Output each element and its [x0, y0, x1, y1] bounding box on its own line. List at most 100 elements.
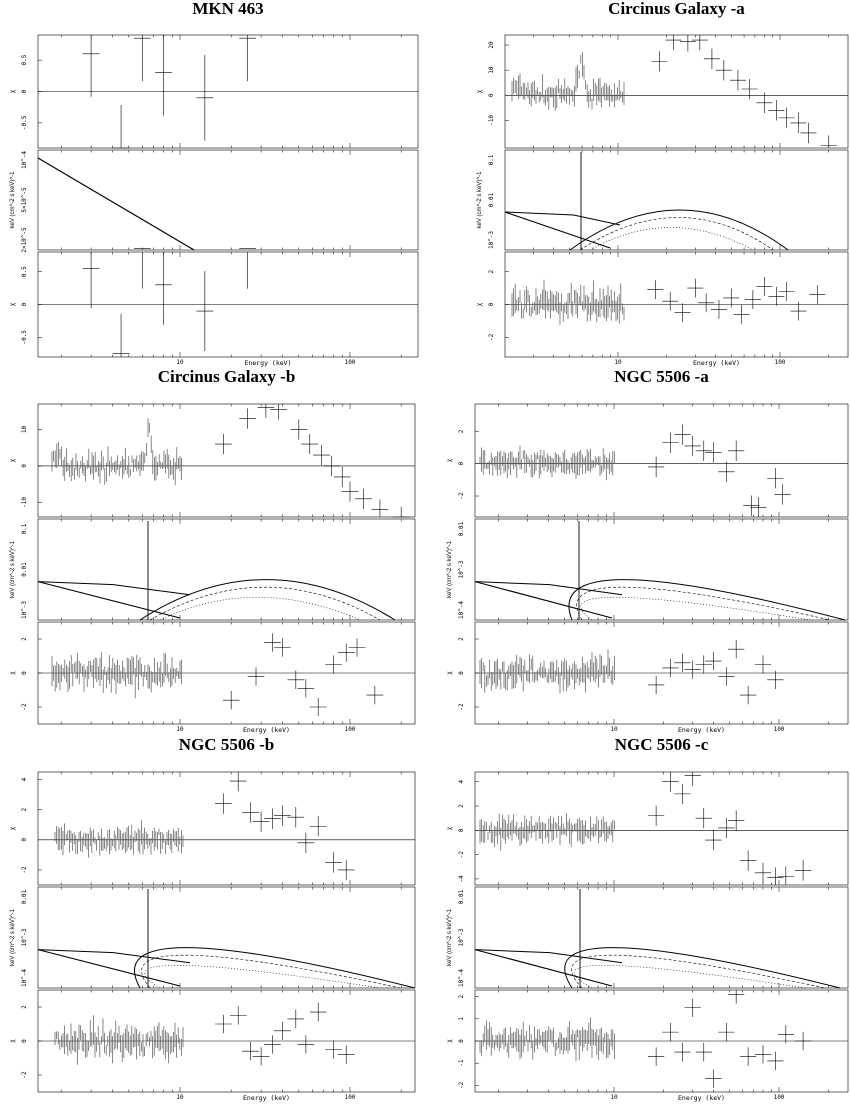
y-axis-label: χ: [10, 1039, 16, 1043]
data-point: [647, 280, 664, 300]
data-point: [247, 667, 265, 686]
data-point: [684, 772, 701, 786]
data-point: [239, 408, 257, 429]
data-point: [728, 810, 745, 831]
y-tick-label: -2: [458, 851, 465, 859]
y-tick-label: 0: [458, 671, 465, 675]
data-point: [715, 59, 732, 81]
model-total-curve: [568, 579, 846, 621]
y-axis-label: keV (cm^-2 s keV)^-1: [10, 908, 16, 966]
data-point: [348, 638, 366, 657]
model-total-curve: [134, 947, 416, 989]
y-tick-label: 0.01: [21, 562, 28, 577]
x-tick-label: 10: [176, 359, 184, 366]
y-tick-label: 0: [488, 302, 495, 306]
y-tick-label: 0: [21, 89, 28, 93]
data-point: [325, 655, 342, 674]
chart-title: MKN 463: [192, 0, 263, 18]
data-point: [133, 248, 151, 289]
data-point: [800, 122, 817, 144]
data-point: [756, 92, 773, 113]
data-point: [695, 655, 712, 674]
model-soft-powerlaw: [37, 581, 181, 619]
y-tick-label: 10: [488, 66, 495, 74]
y-tick-label: 2: [458, 804, 465, 808]
y-tick-label: 10^-4: [21, 969, 28, 987]
data-point: [733, 304, 750, 324]
data-point: [691, 35, 708, 51]
data-point: [767, 1051, 784, 1071]
data-point: [705, 829, 722, 851]
y-axis-label: keV (cm^-2 s keV)^-1: [477, 171, 483, 229]
data-point: [684, 998, 701, 1017]
data-point: [662, 291, 679, 311]
data-point: [309, 816, 327, 837]
x-axis-label: Energy (keV): [243, 1094, 290, 1102]
y-tick-label: 2: [458, 994, 465, 998]
data-point: [297, 1035, 315, 1054]
data-point: [337, 643, 355, 662]
x-tick-label: 100: [345, 1094, 356, 1101]
y-tick-label: -2: [21, 1071, 28, 1079]
data-point: [662, 772, 679, 792]
model-powerlaw-line: [37, 157, 195, 251]
soft-band-residuals: [511, 279, 625, 325]
y-tick-label: -4: [458, 875, 465, 883]
model-soft-powerlaw: [504, 211, 611, 249]
y-axis-label: keV (cm^-2 s keV)^-1: [10, 171, 16, 229]
model-absorbed-curve: [37, 581, 191, 596]
data-point: [740, 685, 757, 705]
soft-band-residuals: [479, 649, 615, 694]
y-tick-label: 0.01: [458, 521, 465, 536]
model-total-curve: [564, 947, 841, 989]
chart-panel-3: Circinus Galaxy -b100-10χ20-2χ0.10.0110^…: [10, 367, 416, 734]
data-point: [297, 832, 315, 853]
chart-panel-5: NGC 5506 -b 4 2 0 -2 χ 2 0 -2 χ 0.01 10^-3 10^-4 keV …: [10, 735, 416, 1102]
y-tick-label: 0.5: [21, 266, 28, 277]
data-point: [273, 1021, 291, 1040]
data-point: [229, 772, 247, 792]
data-point: [313, 444, 330, 466]
data-point: [242, 802, 259, 823]
y-tick-label: 2: [488, 270, 495, 274]
data-point: [674, 783, 691, 805]
model-component-curve: [144, 965, 381, 989]
data-point: [196, 271, 214, 351]
y-axis-label: χ: [10, 89, 16, 93]
y-tick-label: 0: [458, 462, 465, 466]
y-axis-label: χ: [447, 1039, 453, 1043]
data-point: [740, 850, 757, 871]
data-point: [756, 277, 773, 296]
y-tick-label: -10: [21, 497, 28, 508]
soft-band-residuals: [54, 820, 184, 858]
x-axis-label: Energy (keV): [245, 359, 292, 367]
chart-panel-6: NGC 5506 -c420-2-4χ210-1-2χ0.0110^-310^-…: [447, 735, 849, 1102]
data-point: [754, 1045, 772, 1064]
data-point: [112, 313, 130, 357]
model-total-curve: [569, 209, 789, 251]
data-point: [790, 112, 807, 134]
y-tick-label: 0: [21, 302, 28, 306]
model-spectrum-frame: [37, 518, 416, 621]
x-axis-label: Energy (keV): [693, 359, 740, 367]
data-point: [684, 660, 701, 679]
data-point: [744, 290, 761, 310]
y-tick-label: 4: [458, 780, 465, 784]
chart-title: Circinus Galaxy -b: [158, 367, 296, 386]
model-absorbed-curve: [37, 949, 191, 964]
data-point: [309, 1002, 327, 1022]
data-point: [252, 1047, 270, 1066]
data-point: [728, 990, 745, 1004]
chart-panel-4: NGC 5506 -a 2 0 -2 χ 2 0 -2 χ 0.01 10^-3 10^-4 keV (…: [447, 367, 849, 734]
model-soft-powerlaw: [474, 581, 613, 619]
chart-title: NGC 5506 -c: [615, 735, 709, 754]
y-axis-label: χ: [477, 302, 483, 306]
model-reflection-curve: [571, 954, 826, 989]
data-point: [341, 481, 359, 502]
model-total-curve: [139, 579, 396, 621]
data-point: [820, 135, 837, 148]
chart-title: NGC 5506 -a: [614, 367, 709, 386]
data-point: [325, 852, 342, 873]
data-point: [728, 440, 745, 461]
data-point: [767, 468, 784, 489]
